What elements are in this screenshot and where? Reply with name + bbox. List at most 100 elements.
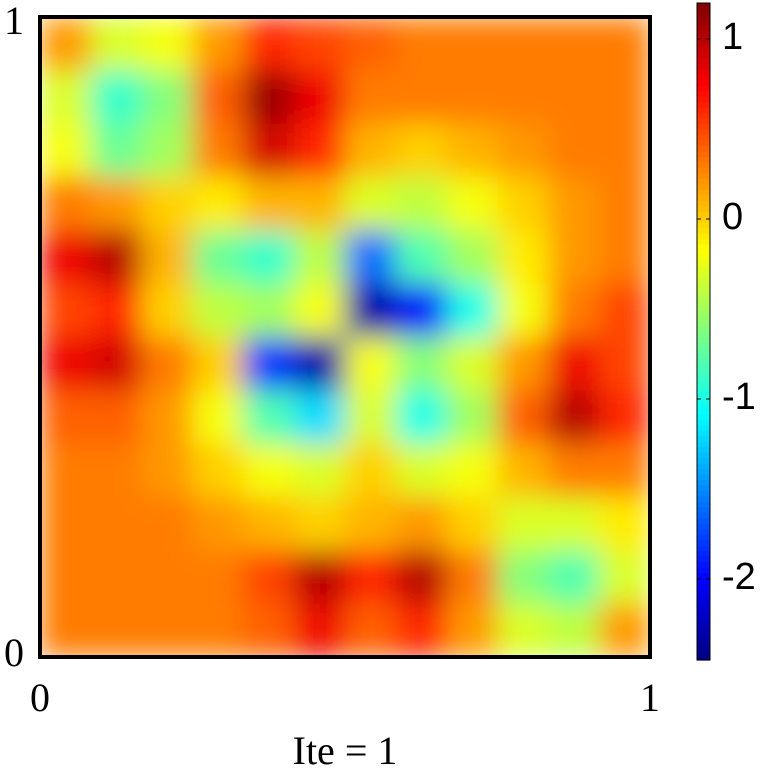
heat-cell <box>548 603 600 657</box>
colorbar-swatch <box>697 413 710 420</box>
heat-cell <box>497 603 549 657</box>
heat-cell <box>40 603 92 657</box>
colorbar-swatch <box>697 101 710 108</box>
heat-cell <box>446 17 498 71</box>
colorbar-swatch <box>697 320 710 327</box>
colorbar-swatch <box>697 249 710 256</box>
colorbar-swatch <box>697 123 710 130</box>
colorbar-swatch <box>697 35 710 42</box>
colorbar-swatch <box>697 495 710 502</box>
heat-cell <box>192 283 244 338</box>
colorbar-swatch <box>697 183 710 190</box>
x-tick-label: 1 <box>640 675 660 720</box>
colorbar-swatch <box>697 408 710 415</box>
heat-cell <box>345 70 397 125</box>
colorbar-swatch <box>697 572 710 579</box>
heat-cell <box>243 390 295 445</box>
colorbar-swatch <box>697 243 710 250</box>
heat-cell <box>192 603 244 657</box>
colorbar-swatch <box>697 353 710 360</box>
heat-cell <box>599 70 650 125</box>
y-tick-label: 0 <box>4 630 24 675</box>
colorbar-swatch <box>697 588 710 595</box>
heat-cell <box>40 283 92 338</box>
heat-cell <box>243 337 295 391</box>
colorbar-swatch <box>697 167 710 174</box>
colorbar-swatch <box>697 621 710 628</box>
y-tick-label: 1 <box>4 0 24 43</box>
heat-cell <box>294 497 346 551</box>
heat-cell <box>548 177 600 231</box>
heat-cell <box>294 550 346 605</box>
heat-cell <box>90 123 143 178</box>
heat-cell <box>599 283 650 338</box>
heat-cell <box>294 123 346 178</box>
heat-cell <box>345 443 397 498</box>
heat-cell <box>243 550 295 605</box>
colorbar-swatch <box>697 150 710 157</box>
heat-cell <box>141 283 193 338</box>
colorbar-swatch <box>697 441 710 448</box>
heat-cell <box>243 230 295 285</box>
colorbar-swatch <box>697 41 710 48</box>
colorbar-swatch <box>697 293 710 300</box>
colorbar-swatch <box>697 254 710 261</box>
heat-cell <box>395 283 448 338</box>
heat-cell <box>446 550 498 605</box>
colorbar-swatch <box>697 200 710 207</box>
colorbar-swatch <box>697 156 710 163</box>
x-tick-label: 0 <box>30 675 50 720</box>
heat-cell <box>294 390 346 445</box>
colorbar-swatch <box>697 473 710 480</box>
heat-cell <box>548 443 600 498</box>
heat-cell <box>345 177 397 231</box>
heat-cell <box>497 17 549 71</box>
colorbar-swatch <box>697 430 710 437</box>
colorbar-swatch <box>697 534 710 541</box>
heat-cell <box>345 603 397 657</box>
heat-cell <box>90 390 143 445</box>
heat-cell <box>599 337 650 391</box>
heat-cell <box>90 283 143 338</box>
heat-cell <box>548 70 600 125</box>
heat-cell <box>294 603 346 657</box>
colorbar-swatch <box>697 462 710 469</box>
colorbar-swatch <box>697 63 710 70</box>
heat-cell <box>141 70 193 125</box>
heat-cell <box>40 550 92 605</box>
heat-cell <box>40 70 92 125</box>
heat-cell <box>243 123 295 178</box>
colorbar-swatch <box>697 550 710 557</box>
colorbar-swatch <box>697 555 710 563</box>
heat-cell <box>497 550 549 605</box>
heat-cell <box>446 177 498 231</box>
colorbar-swatch <box>697 391 710 398</box>
heat-cell <box>192 123 244 178</box>
colorbar-swatch <box>697 336 710 344</box>
heat-cell <box>90 603 143 657</box>
heat-cell <box>192 443 244 498</box>
colorbar-swatch <box>697 627 710 634</box>
heat-cell <box>40 390 92 445</box>
heat-cell <box>548 337 600 391</box>
colorbar-swatch <box>697 435 710 442</box>
heat-cell <box>548 123 600 178</box>
colorbar-swatch <box>697 451 710 459</box>
heat-cell <box>192 497 244 551</box>
colorbar-swatch <box>697 331 710 338</box>
heat-cell <box>90 70 143 125</box>
colorbar-swatch <box>697 309 710 316</box>
colorbar-swatch <box>697 501 710 508</box>
colorbar-swatch <box>697 605 710 612</box>
heat-cell <box>345 230 397 285</box>
colorbar-swatch <box>697 96 710 103</box>
heat-cell <box>548 497 600 551</box>
colorbar-swatch <box>697 326 710 333</box>
heat-cell <box>599 603 650 657</box>
colorbar-swatch <box>697 479 710 486</box>
heat-cell <box>548 550 600 605</box>
heatmap <box>40 17 650 657</box>
colorbar-swatch <box>697 649 710 656</box>
heat-cell <box>141 123 193 178</box>
heat-cell <box>90 550 143 605</box>
